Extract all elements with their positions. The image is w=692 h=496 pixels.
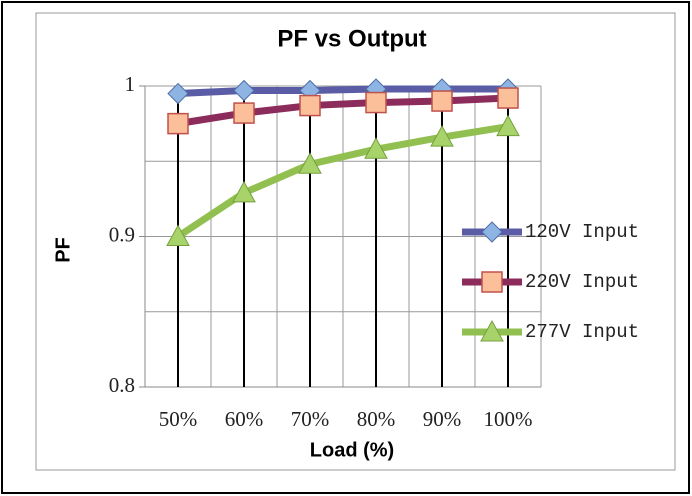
legend-marker [481, 221, 503, 243]
marker [496, 114, 520, 137]
series-line [176, 123, 509, 240]
y-tick-label: 1 [125, 72, 136, 96]
x-tick-label: 100% [484, 407, 533, 431]
legend-marker [480, 319, 504, 342]
marker [364, 137, 388, 159]
x-tick-label: 70% [291, 407, 330, 431]
y-tick-label: 0.9 [109, 222, 135, 246]
x-tick-label: 50% [159, 407, 198, 431]
legend-label: 120V Input [525, 221, 639, 243]
marker [167, 112, 189, 135]
y-tick-label: 0.8 [109, 373, 135, 397]
marker [431, 90, 453, 112]
x-axis-label: Load (%) [310, 439, 394, 461]
marker [298, 152, 322, 174]
legend-label: 277V Input [525, 321, 639, 343]
marker [299, 94, 321, 117]
y-axis-label: PF [52, 237, 74, 263]
marker [430, 125, 454, 147]
series-line [177, 85, 508, 98]
marker [233, 79, 255, 102]
x-tick-label: 90% [423, 407, 462, 431]
legend-marker [481, 271, 503, 293]
marker [232, 180, 256, 203]
legend-label: 220V Input [525, 271, 639, 293]
marker [167, 82, 189, 105]
series-line [177, 94, 509, 128]
x-tick-label: 60% [225, 407, 264, 431]
marker [365, 91, 387, 114]
marker [497, 87, 519, 109]
x-tick-label: 80% [357, 407, 396, 431]
chart-title: PF vs Output [277, 25, 426, 52]
marker [166, 224, 190, 246]
marker [233, 102, 255, 124]
